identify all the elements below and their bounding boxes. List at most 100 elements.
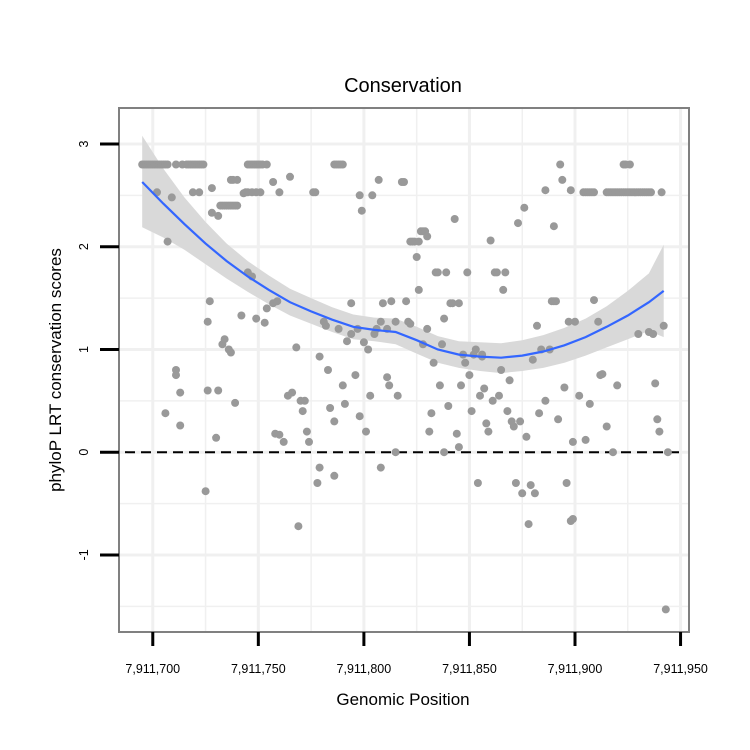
data-point — [201, 487, 210, 496]
data-point — [657, 188, 666, 197]
data-point — [256, 188, 265, 197]
data-point — [499, 285, 508, 294]
confidence-ribbon — [142, 135, 664, 374]
y-tick-label: 0 — [77, 449, 91, 456]
data-point — [564, 317, 573, 326]
data-point — [199, 160, 208, 169]
data-point — [486, 236, 495, 245]
data-point — [233, 175, 242, 184]
data-point — [634, 330, 643, 338]
y-tick-label: 1 — [77, 346, 91, 353]
data-point — [556, 160, 565, 169]
data-point — [262, 160, 271, 169]
data-point — [452, 429, 461, 438]
data-point — [343, 337, 351, 346]
data-point — [440, 448, 449, 457]
data-point — [288, 388, 297, 397]
data-point — [503, 407, 512, 416]
data-point — [286, 172, 294, 181]
data-point — [497, 366, 506, 374]
data-point — [647, 188, 655, 197]
data-point — [220, 335, 229, 344]
data-point — [435, 381, 444, 390]
data-point — [505, 376, 514, 385]
data-point — [423, 232, 432, 241]
data-point — [492, 268, 501, 277]
data-point — [315, 463, 324, 472]
smooth-trend-line — [141, 181, 665, 359]
data-point — [585, 399, 594, 408]
data-point — [237, 311, 246, 320]
data-point — [566, 186, 575, 195]
data-point — [355, 412, 364, 421]
data-point — [233, 201, 242, 210]
data-point — [448, 299, 457, 308]
data-point — [374, 175, 383, 184]
data-point — [454, 299, 463, 308]
data-point — [514, 219, 522, 228]
data-point — [568, 515, 577, 523]
data-point — [659, 321, 668, 330]
data-point — [554, 415, 563, 424]
data-point — [207, 208, 216, 217]
data-point — [203, 386, 212, 395]
data-point — [427, 409, 436, 418]
data-point — [313, 479, 322, 487]
data-point — [378, 299, 387, 308]
data-point — [488, 396, 497, 405]
data-point — [364, 345, 373, 354]
data-point — [495, 391, 503, 400]
data-point — [176, 421, 185, 430]
data-point — [161, 409, 170, 418]
data-point — [465, 371, 474, 380]
data-point — [406, 319, 415, 328]
data-point — [351, 371, 360, 380]
x-tick-label: 7,911,750 — [231, 662, 286, 676]
data-point — [347, 299, 356, 308]
x-axis: 7,911,700 7,911,750 7,911,800 7,911,850 7,91… — [125, 632, 708, 676]
data-point — [594, 317, 603, 326]
data-point — [294, 522, 303, 531]
data-point — [412, 253, 421, 261]
data-point — [433, 268, 442, 277]
data-point — [391, 317, 400, 326]
data-point — [440, 314, 449, 323]
data-point — [473, 479, 482, 487]
data-point — [425, 427, 434, 436]
data-point — [205, 297, 214, 306]
y-tick-label: 2 — [77, 243, 91, 250]
data-point — [330, 471, 339, 480]
data-point — [387, 297, 396, 306]
data-point — [368, 191, 377, 200]
data-point — [326, 404, 335, 412]
data-point — [444, 402, 453, 410]
data-point — [231, 398, 240, 407]
data-point — [482, 419, 491, 428]
data-point — [338, 160, 347, 169]
y-tick-label: 3 — [77, 140, 91, 147]
data-point — [393, 391, 402, 400]
data-point — [509, 422, 518, 431]
data-point — [467, 407, 476, 416]
data-point — [571, 317, 579, 326]
data-point — [226, 348, 235, 357]
data-point — [528, 355, 537, 364]
data-point — [518, 489, 527, 498]
x-tick-label: 7,911,900 — [548, 662, 603, 676]
data-point — [292, 343, 301, 352]
data-point — [366, 391, 375, 400]
y-axis: -1 0 1 2 3 — [77, 140, 119, 560]
data-point — [463, 268, 472, 277]
data-point — [429, 358, 438, 367]
x-tick-label: 7,911,800 — [337, 662, 392, 676]
plot-panel-border — [118, 107, 690, 633]
data-point — [526, 481, 535, 490]
data-point — [541, 186, 550, 195]
data-point — [530, 489, 539, 498]
data-point — [541, 396, 550, 405]
data-point — [269, 178, 278, 186]
data-point — [298, 407, 307, 416]
data-point — [376, 463, 385, 472]
data-point — [655, 427, 664, 436]
data-point — [252, 314, 261, 323]
